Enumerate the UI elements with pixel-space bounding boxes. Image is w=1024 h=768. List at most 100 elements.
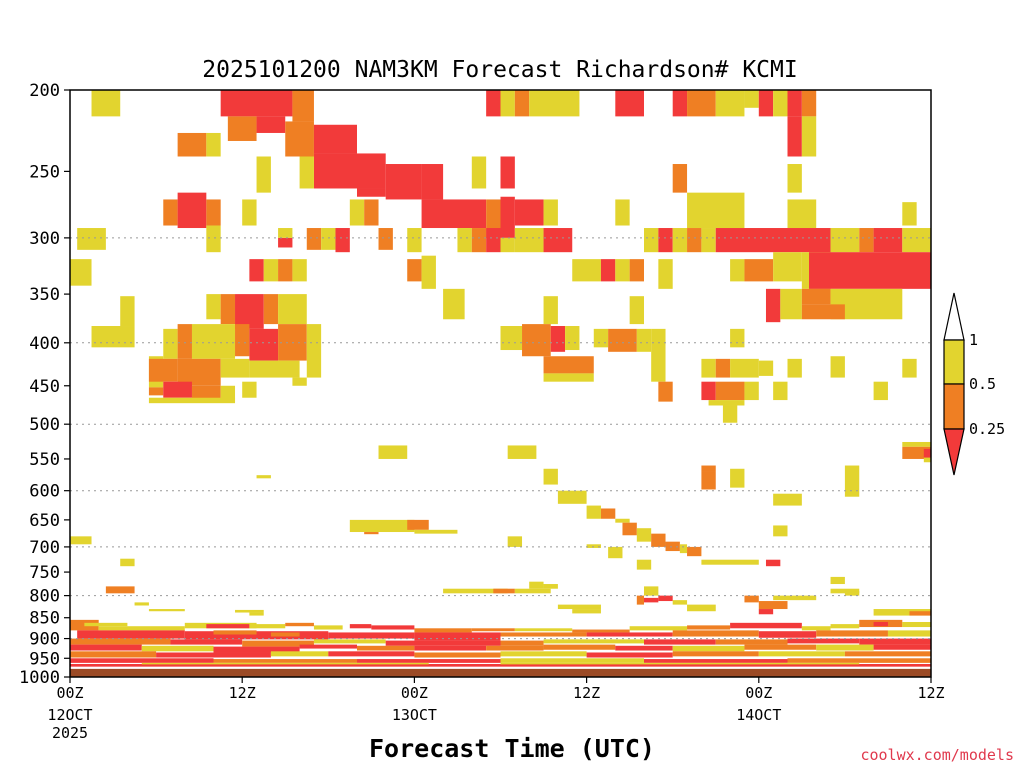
- ri-cell: [744, 90, 759, 108]
- ri-cell: [672, 651, 759, 657]
- ri-cell: [744, 259, 774, 282]
- ri-cell: [586, 652, 673, 658]
- ri-cell: [177, 358, 221, 386]
- ri-cell: [163, 199, 178, 226]
- ri-cell: [615, 645, 673, 651]
- y-tick-label: 950: [29, 649, 60, 669]
- ri-cell: [801, 288, 831, 305]
- ri-cell: [572, 609, 601, 614]
- ri-cell: [414, 628, 472, 633]
- ri-cell: [385, 640, 501, 646]
- ri-cell: [256, 475, 271, 479]
- ri-cell: [773, 525, 788, 537]
- ri-cell: [773, 381, 788, 401]
- ri-cell: [923, 448, 931, 458]
- y-tick-label: 900: [29, 630, 60, 650]
- ri-cell: [629, 259, 644, 282]
- ri-cell: [486, 645, 544, 651]
- ri-cell: [687, 90, 716, 117]
- ri-cell: [249, 624, 286, 629]
- ri-cell: [486, 228, 501, 253]
- ri-cell: [407, 228, 422, 253]
- y-tick-label: 300: [29, 229, 60, 249]
- ri-cell: [758, 90, 774, 117]
- y-tick-label: 750: [29, 563, 60, 583]
- ri-cell: [206, 199, 221, 226]
- ri-cell: [335, 228, 350, 253]
- ri-cell: [500, 632, 587, 637]
- x-tick-label: 12Z: [917, 684, 944, 702]
- ri-cell: [292, 377, 307, 386]
- ri-cell: [249, 328, 279, 361]
- ri-cell: [443, 588, 508, 594]
- ri-cell: [730, 622, 802, 629]
- y-tick-label: 250: [29, 162, 60, 182]
- ri-cell: [306, 228, 322, 250]
- ri-cell: [235, 324, 250, 357]
- ri-cell: [242, 381, 257, 398]
- x-tick-label: 12Z: [573, 684, 600, 702]
- ri-cell: [844, 465, 860, 497]
- ri-cell: [242, 640, 314, 647]
- ri-cell: [378, 445, 408, 459]
- ri-cell: [658, 259, 673, 289]
- ri-cell: [923, 457, 931, 463]
- x-tick-label: 00Z: [401, 684, 428, 702]
- ri-cell: [278, 228, 293, 238]
- chart-title: 2025101200 NAM3KM Forecast Richardson# K…: [202, 57, 797, 83]
- y-tick-label: 550: [29, 450, 60, 470]
- ri-cell: [84, 622, 128, 627]
- ri-cell: [321, 228, 336, 250]
- ri-cell: [629, 296, 644, 325]
- ri-cell: [773, 595, 817, 601]
- ri-cell: [414, 645, 487, 651]
- ri-cell: [644, 639, 716, 645]
- ri-cell: [687, 228, 702, 253]
- ri-cell: [708, 400, 745, 406]
- ri-cell: [213, 630, 257, 635]
- ri-cell: [213, 659, 357, 663]
- ri-cell: [873, 621, 888, 627]
- colorbar-label: 1: [969, 331, 978, 349]
- colorbar-orange: [943, 383, 965, 430]
- ri-cell: [644, 659, 788, 663]
- colorbar-top-arrow: [943, 292, 965, 341]
- ri-cell: [148, 397, 236, 404]
- ri-cell: [148, 358, 178, 382]
- ri-cell: [457, 228, 472, 253]
- ri-cell: [407, 259, 422, 282]
- ri-cell: [658, 228, 673, 253]
- ri-cell: [156, 652, 271, 658]
- ri-cell: [500, 326, 523, 351]
- ri-cell: [787, 90, 802, 117]
- ri-cell: [270, 632, 300, 637]
- ri-cell: [70, 664, 931, 667]
- y-tick-label: 1000: [19, 668, 60, 688]
- y-tick-label: 650: [29, 511, 60, 531]
- ri-cell: [500, 662, 860, 665]
- ri-cell: [687, 625, 731, 630]
- ri-cell: [514, 90, 530, 117]
- ri-cell: [507, 536, 523, 547]
- ri-cell: [471, 228, 487, 253]
- ri-cell: [313, 639, 386, 644]
- ri-cell: [758, 360, 774, 376]
- ri-cell: [787, 116, 802, 157]
- ri-cell: [148, 609, 185, 612]
- ri-cell: [887, 630, 931, 637]
- ri-cell: [715, 228, 831, 253]
- ri-cell: [780, 288, 802, 320]
- ri-cell: [177, 132, 207, 157]
- colorbar: 1 0.5 0.25: [943, 292, 1005, 476]
- ri-cell: [357, 659, 501, 663]
- y-tick-label: 850: [29, 609, 60, 629]
- ri-cell: [715, 381, 745, 401]
- ri-cell: [859, 638, 931, 645]
- ri-cell: [608, 546, 623, 559]
- ri-cell: [672, 228, 688, 253]
- ri-cell: [313, 124, 357, 154]
- ri-cell: [873, 228, 903, 253]
- ri-cell: [249, 612, 264, 616]
- ri-cell: [385, 164, 422, 200]
